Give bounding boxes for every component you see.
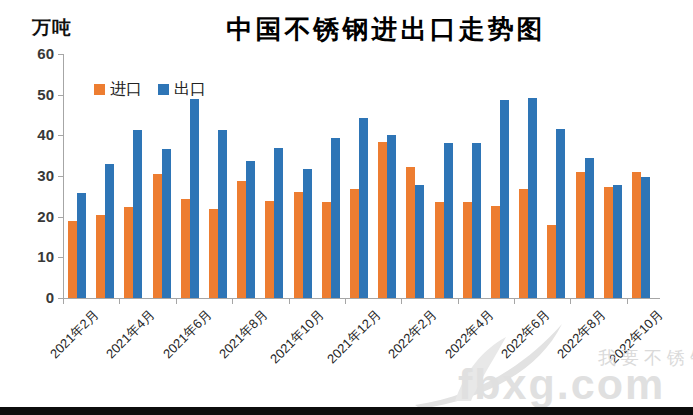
import-bar-2021年7月 — [209, 209, 218, 298]
export-bar-2021年5月 — [162, 149, 171, 298]
import-bar-2021年12月 — [350, 189, 359, 298]
export-bar-2022年6月 — [528, 98, 537, 298]
y-tick-label: 0 — [20, 290, 54, 306]
import-color-swatch — [94, 84, 105, 95]
x-tick — [401, 299, 402, 304]
x-tick-label: 2022年2月 — [384, 306, 441, 363]
export-bar-2022年7月 — [556, 129, 565, 298]
x-tick-label: 2021年10月 — [267, 306, 329, 368]
import-bar-2022年1月 — [378, 142, 387, 298]
x-tick — [63, 299, 64, 304]
import-bar-2021年8月 — [237, 181, 246, 298]
export-bar-2021年9月 — [274, 148, 283, 298]
x-tick-label: 2021年8月 — [215, 306, 272, 363]
export-bar-2021年2月 — [77, 193, 86, 298]
x-tick-label: 2021年6月 — [159, 306, 216, 363]
import-bar-2021年10月 — [294, 192, 303, 298]
x-tick — [627, 299, 628, 304]
x-tick — [289, 299, 290, 304]
import-bar-2021年5月 — [153, 174, 162, 298]
legend-import-label: 进口 — [110, 79, 142, 100]
x-tick-label: 2022年10月 — [605, 306, 667, 368]
x-tick-label: 2021年12月 — [323, 306, 385, 368]
x-tick — [345, 299, 346, 304]
y-tick-label: 50 — [20, 87, 54, 103]
export-bar-2021年4月 — [133, 130, 142, 298]
x-tick — [458, 299, 459, 304]
bottom-border — [0, 407, 693, 415]
export-bar-2022年2月 — [415, 185, 424, 298]
x-tick-label: 2021年4月 — [103, 306, 160, 363]
legend-item-import: 进口 — [94, 79, 142, 100]
x-tick — [570, 299, 571, 304]
export-bar-2022年9月 — [613, 185, 622, 298]
x-tick — [232, 299, 233, 304]
import-bar-2021年11月 — [322, 202, 331, 298]
y-tick — [58, 54, 63, 55]
y-tick — [58, 176, 63, 177]
y-tick — [58, 257, 63, 258]
export-bar-2021年7月 — [218, 130, 227, 298]
x-tick-label: 2021年2月 — [46, 306, 103, 363]
x-tick-label: 2022年8月 — [554, 306, 611, 363]
import-bar-2022年3月 — [435, 202, 444, 298]
export-bar-2022年5月 — [500, 100, 509, 298]
y-axis-unit-label: 万吨 — [32, 15, 72, 41]
import-bar-2022年9月 — [604, 187, 613, 298]
import-bar-2021年4月 — [124, 207, 133, 298]
y-tick-label: 20 — [20, 209, 54, 225]
y-tick-label: 10 — [20, 249, 54, 265]
export-bar-2022年4月 — [472, 143, 481, 298]
x-tick — [514, 299, 515, 304]
import-bar-2021年6月 — [181, 199, 190, 298]
legend-item-export: 出口 — [158, 79, 206, 100]
import-bar-2022年6月 — [519, 189, 528, 298]
export-bar-2021年11月 — [331, 138, 340, 298]
export-bar-2021年6月 — [190, 99, 199, 298]
y-tick-label: 30 — [20, 168, 54, 184]
export-bar-2022年10月 — [641, 177, 650, 298]
x-tick-label: 2022年4月 — [441, 306, 498, 363]
legend-export-label: 出口 — [174, 79, 206, 100]
import-bar-2022年7月 — [547, 225, 556, 298]
y-tick-label: 60 — [20, 46, 54, 62]
export-bar-2021年10月 — [303, 169, 312, 298]
legend: 进口 出口 — [94, 79, 206, 100]
export-bar-2021年12月 — [359, 118, 368, 298]
watermark-brand: fbxg.com — [458, 360, 665, 409]
export-bar-2022年1月 — [387, 135, 396, 298]
x-tick-label: 2022年6月 — [497, 306, 554, 363]
y-tick — [58, 95, 63, 96]
import-bar-2021年3月 — [96, 215, 105, 298]
export-bar-2022年8月 — [585, 158, 594, 298]
export-color-swatch — [158, 84, 169, 95]
import-bar-2021年2月 — [68, 221, 77, 298]
y-tick-label: 40 — [20, 127, 54, 143]
stainless-steel-trend-chart: 万吨 中国不锈钢进出口走势图 进口 出口 0 10 20 30 40 50 60 2021年2… — [0, 0, 693, 415]
x-tick — [119, 299, 120, 304]
import-bar-2022年8月 — [576, 172, 585, 298]
export-bar-2021年8月 — [246, 161, 255, 298]
export-bar-2022年3月 — [444, 143, 453, 298]
import-bar-2022年2月 — [406, 167, 415, 298]
chart-title: 中国不锈钢进出口走势图 — [227, 12, 546, 47]
import-bar-2021年9月 — [265, 201, 274, 298]
export-bar-2021年3月 — [105, 164, 114, 298]
import-bar-2022年4月 — [463, 202, 472, 298]
y-axis-line — [63, 54, 64, 298]
y-tick — [58, 135, 63, 136]
y-tick — [58, 217, 63, 218]
import-bar-2022年5月 — [491, 206, 500, 298]
import-bar-2022年10月 — [632, 172, 641, 298]
x-tick — [176, 299, 177, 304]
